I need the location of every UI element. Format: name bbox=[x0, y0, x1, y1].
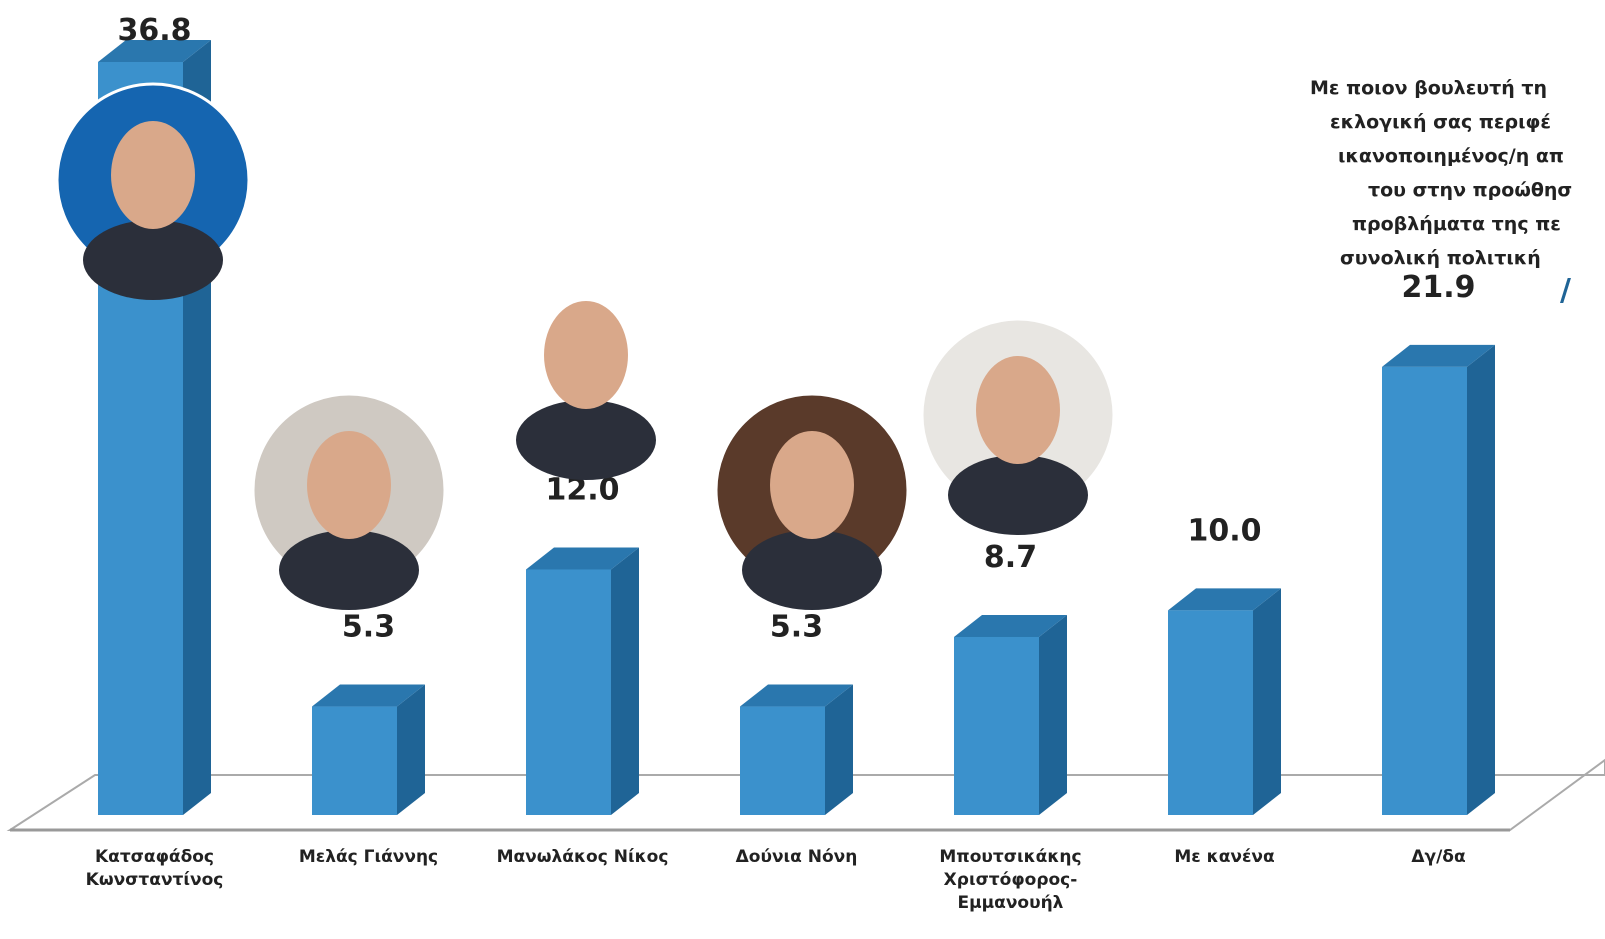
bar bbox=[740, 684, 853, 815]
bar-front bbox=[954, 636, 1039, 815]
photo-face bbox=[111, 121, 195, 229]
photo-face bbox=[770, 431, 854, 539]
bar bbox=[312, 684, 425, 815]
bar-top bbox=[740, 684, 853, 707]
title-line: προβλήματα της πε bbox=[1352, 213, 1561, 235]
x-tick-label: Με κανένα bbox=[1174, 847, 1275, 867]
value-label: 5.3 bbox=[342, 610, 395, 645]
bar-front bbox=[1168, 610, 1253, 815]
photo-body bbox=[516, 400, 656, 480]
bar-side bbox=[397, 684, 425, 815]
bar-front bbox=[526, 569, 611, 815]
bar-side bbox=[611, 547, 639, 815]
photo-face bbox=[976, 356, 1060, 464]
photo-face bbox=[544, 301, 628, 409]
x-tick-label: Κατσαφάδος Κωνσταντίνος bbox=[85, 847, 224, 890]
photo bbox=[920, 317, 1116, 535]
bar-top bbox=[98, 40, 211, 62]
x-tick-label: Μπουτσικάκης Χριστόφορος- Εμμανουήλ bbox=[939, 847, 1082, 913]
photo-body bbox=[948, 455, 1088, 535]
title-line: εκλογική σας περιφέ bbox=[1330, 111, 1551, 133]
x-tick-label: Μανωλάκος Νίκος bbox=[496, 847, 669, 867]
photo-face bbox=[307, 431, 391, 539]
value-label: 36.8 bbox=[117, 13, 191, 48]
photo-body bbox=[279, 530, 419, 610]
bar-side bbox=[825, 684, 853, 815]
title-line: του στην προώθησ bbox=[1368, 179, 1572, 201]
photo bbox=[488, 262, 684, 480]
bar-side bbox=[1039, 614, 1067, 815]
bar-top bbox=[954, 614, 1067, 637]
bar bbox=[954, 614, 1067, 815]
value-label: 10.0 bbox=[1187, 513, 1261, 548]
x-tick-label: Μελάς Γιάννης bbox=[298, 847, 439, 867]
x-tick-label: Δγ/δα bbox=[1411, 847, 1466, 867]
bar-front bbox=[1382, 366, 1467, 815]
bar bbox=[526, 547, 639, 815]
photo-body bbox=[742, 530, 882, 610]
photo bbox=[55, 82, 251, 300]
bar-side bbox=[1467, 344, 1495, 815]
title-line: Με ποιον βουλευτή τη bbox=[1310, 77, 1547, 99]
x-tick-label: Δούνια Νόνη bbox=[735, 847, 858, 867]
bar bbox=[1168, 588, 1281, 815]
bar-side bbox=[1253, 588, 1281, 815]
bar-top bbox=[1382, 344, 1495, 367]
photo-body bbox=[83, 220, 223, 300]
bar bbox=[1382, 344, 1495, 815]
bar-top bbox=[1168, 588, 1281, 611]
bar-top bbox=[526, 547, 639, 570]
value-label: 21.9 bbox=[1401, 270, 1475, 305]
title-line: συνολική πολιτική bbox=[1340, 247, 1541, 269]
bar-top bbox=[312, 684, 425, 707]
title-line: ικανοποιημένος/η απ bbox=[1338, 145, 1564, 167]
bar-front bbox=[312, 706, 397, 815]
value-label: 5.3 bbox=[770, 610, 823, 645]
bar-front bbox=[740, 706, 825, 815]
photo bbox=[714, 392, 910, 610]
value-label: 8.7 bbox=[984, 540, 1037, 575]
photo bbox=[251, 392, 447, 610]
logo: / bbox=[1560, 273, 1571, 308]
